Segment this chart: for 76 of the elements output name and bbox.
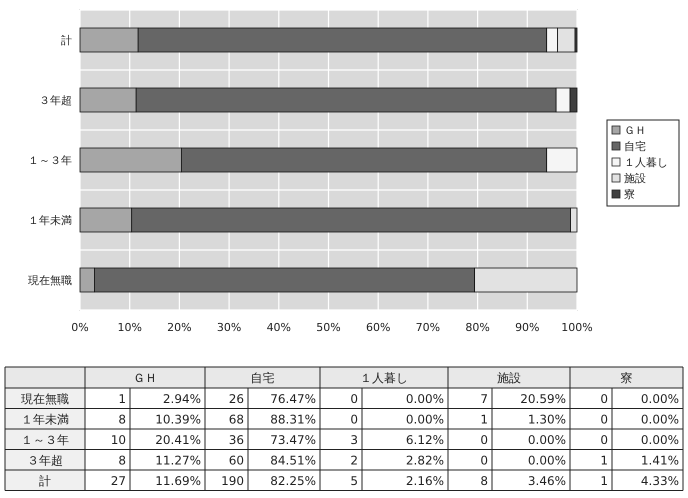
data-label: 8 xyxy=(480,474,488,488)
x-tick-label: 60% xyxy=(366,321,390,334)
data-label: 11.69% xyxy=(155,474,201,488)
data-label: 68 xyxy=(228,412,244,426)
data-label: 0.00% xyxy=(640,392,679,406)
data-label: 10 xyxy=(110,433,126,447)
text: ＧＨ xyxy=(133,371,157,385)
x-tick-label: 90% xyxy=(515,321,540,334)
data-label: 84.51% xyxy=(270,454,316,468)
data-label: 0 xyxy=(480,454,488,468)
data-label: 0 xyxy=(480,433,488,447)
x-tick-label: 80% xyxy=(465,321,490,334)
data-label: 1 xyxy=(480,412,488,426)
data-label: 8 xyxy=(118,454,126,468)
data-label: 4.33% xyxy=(640,474,679,488)
data-label: 73.47% xyxy=(270,433,316,447)
data-label: 190 xyxy=(221,474,244,488)
data-label: 0 xyxy=(350,392,358,406)
data-label: 60 xyxy=(228,454,244,468)
data-label: 1.41% xyxy=(640,454,679,468)
data-label: 27 xyxy=(110,474,126,488)
data-label: 7 xyxy=(480,392,488,406)
data-label: 0.00% xyxy=(406,412,444,426)
data-label: 0.00% xyxy=(640,412,679,426)
x-tick-label: 100% xyxy=(561,321,593,334)
data-label: 0.00% xyxy=(528,454,566,468)
data-label: 2 xyxy=(350,454,358,468)
data-label: 36 xyxy=(228,433,244,447)
x-tick-label: 20% xyxy=(167,321,192,334)
legend-label: ＧＨ xyxy=(624,124,646,137)
data-label: 26 xyxy=(228,392,244,406)
legend-label: 自宅 xyxy=(624,140,646,153)
x-tick-label: 30% xyxy=(216,321,242,334)
data-label: 2.82% xyxy=(406,454,444,468)
data-label: 0 xyxy=(600,412,608,426)
x-tick-label: 0% xyxy=(71,321,89,334)
data-label: 0 xyxy=(350,412,358,426)
x-tick-label: 50% xyxy=(316,321,341,334)
data-label: 0.00% xyxy=(406,392,444,406)
y-tick-label: 計 xyxy=(61,34,72,47)
data-label: 3.46% xyxy=(528,474,566,488)
x-tick-label: 10% xyxy=(117,321,142,334)
data-label: 2.94% xyxy=(162,392,201,406)
data-label: 0.00% xyxy=(528,433,566,447)
x-tick-label: 40% xyxy=(266,321,292,334)
data-label: 1 xyxy=(600,454,608,468)
text: 施設 xyxy=(624,172,646,185)
data-label: 1.30% xyxy=(528,412,566,426)
data-label: 76.47% xyxy=(270,392,316,406)
data-label: 5 xyxy=(350,474,358,488)
y-tick-label: １～３年 xyxy=(28,154,72,167)
legend-label: 寮 xyxy=(624,188,635,201)
text: １人暮し xyxy=(360,371,408,385)
text: 施設 xyxy=(497,371,521,385)
data-label: 0.00% xyxy=(640,433,679,447)
text: 寮 xyxy=(620,371,632,385)
legend-label: １人暮し xyxy=(624,156,668,169)
x-tick-label: 70% xyxy=(416,321,440,334)
data-label: 11.27% xyxy=(155,454,201,468)
data-label: 1 xyxy=(600,474,608,488)
data-label: 20.59% xyxy=(520,392,566,406)
data-label: 1 xyxy=(118,392,126,406)
data-label: 0 xyxy=(600,392,608,406)
data-label: 8 xyxy=(118,412,126,426)
text: 自宅 xyxy=(250,371,274,385)
data-label: 6.12% xyxy=(406,433,444,447)
y-tick-label: ３年超 xyxy=(39,94,72,107)
data-label: 20.41% xyxy=(155,433,201,447)
y-tick-label: 現在無職 xyxy=(28,274,72,287)
data-label: 82.25% xyxy=(270,474,316,488)
data-label: 3 xyxy=(350,433,358,447)
data-label: 88.31% xyxy=(270,412,316,426)
data-label: 10.39% xyxy=(155,412,201,426)
data-label: 2.16% xyxy=(406,474,444,488)
y-tick-label: １年未満 xyxy=(28,214,72,227)
data-label: 0 xyxy=(600,433,608,447)
